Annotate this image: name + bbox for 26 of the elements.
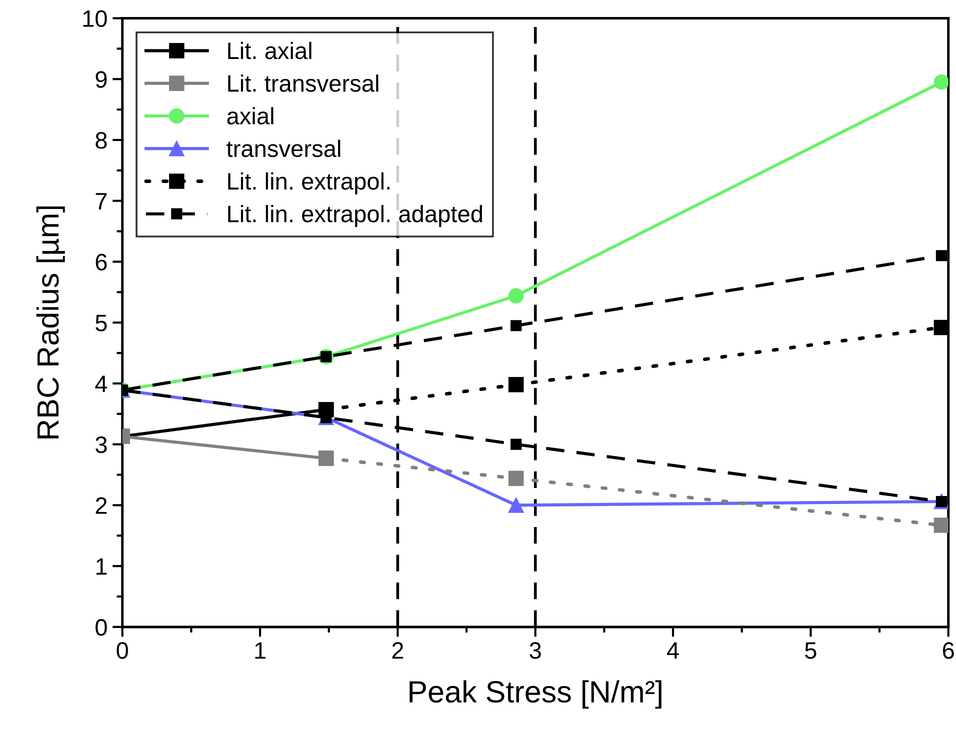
y-tick-label: 0 [96,619,107,636]
y-tick-label: 6 [96,254,107,270]
y-tick-label: 4 [95,376,108,392]
x-axis-title: Peak Stress [N/m²] [410,680,662,709]
x-tick-label: 5 [805,642,816,659]
x-tick-label: 1 [255,642,266,659]
y-tick-label: 2 [96,497,107,514]
x-tick-label: 3 [530,642,541,659]
y-tick-label: 5 [96,314,107,332]
y-tick-label: 3 [96,436,107,454]
legend-label: Lit. transversal [228,74,378,92]
x-tick-label: 0 [116,642,128,659]
legend-label: Lit. lin. extrapol. [228,172,390,194]
x-tick-label: 2 [392,642,404,659]
y-tick-label: 7 [96,193,107,210]
y-tick-label: 9 [96,71,107,88]
y-tick-label: 10 [83,10,107,28]
y-axis-title: RBC Radius [µm] [36,206,65,438]
y-tick-label: 1 [96,558,107,575]
legend-label: Lit. lin. extrapol. adapted [228,205,482,228]
x-tick-label: 4 [667,642,679,659]
legend-label: axial [227,107,274,124]
legend-label: Lit. axial [228,42,312,60]
legend-label: transversal [226,140,340,158]
y-tick-label: 8 [96,132,107,149]
x-tick-label: 6 [942,642,954,659]
